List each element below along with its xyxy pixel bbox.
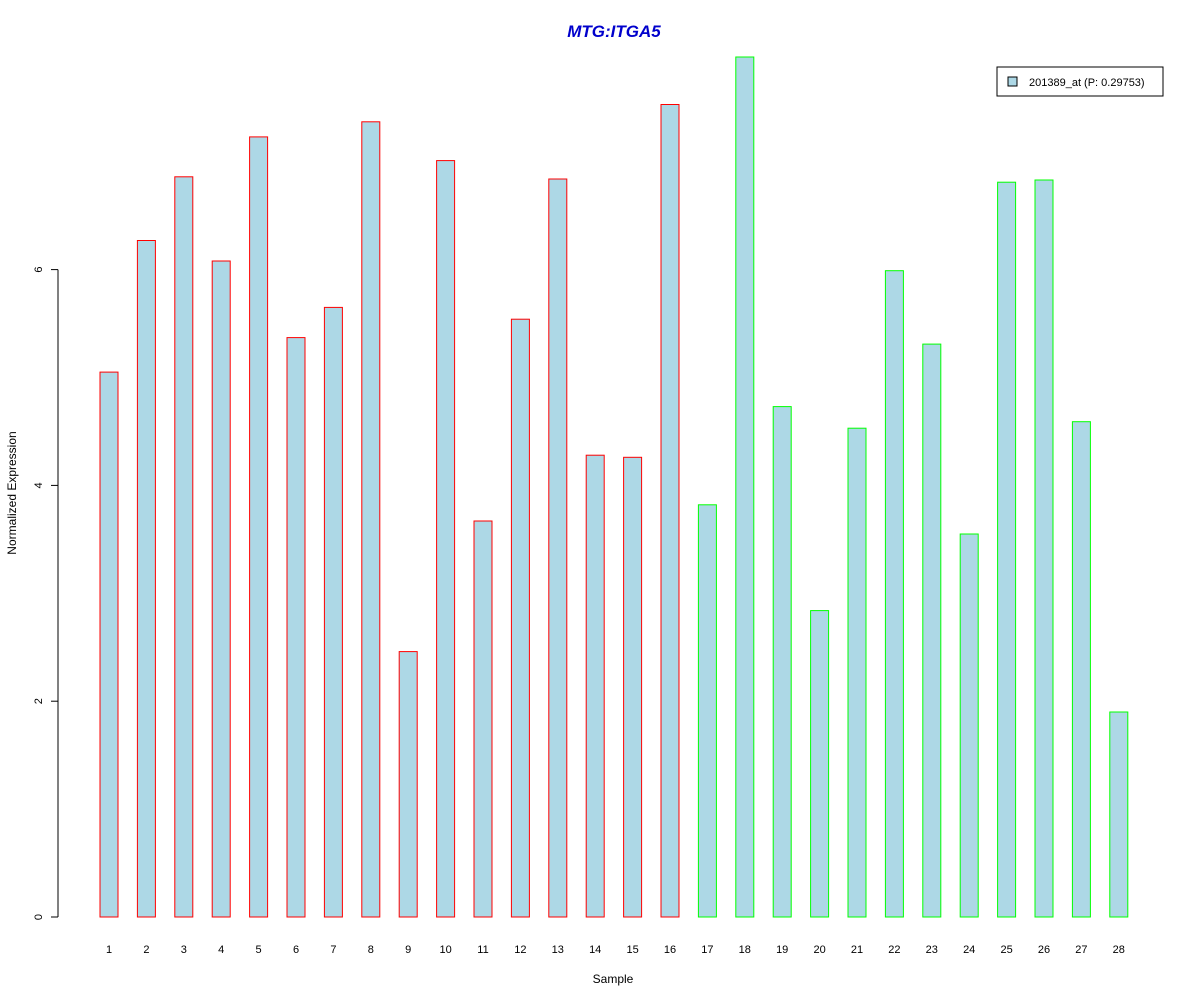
x-tick-label: 22: [888, 944, 900, 956]
bar-sample-2: [136, 240, 156, 918]
x-tick-label: 2: [143, 944, 149, 956]
bar-sample-9: [398, 651, 418, 918]
y-tick-label: 4: [33, 482, 45, 488]
y-tick-label: 6: [33, 267, 45, 273]
x-tick-label: 5: [256, 944, 262, 956]
bar-sample-14: [585, 454, 605, 918]
bar-sample-21: [847, 427, 867, 918]
bar-sample-8: [361, 121, 381, 918]
legend-box: [996, 66, 1164, 97]
bar-sample-3: [174, 176, 194, 918]
bar-sample-7: [323, 306, 343, 918]
bar-sample-6: [286, 337, 306, 918]
x-tick-label: 23: [926, 944, 938, 956]
bar-sample-5: [249, 136, 269, 918]
bar-sample-25: [997, 181, 1017, 918]
x-tick-label: 10: [439, 944, 451, 956]
legend: 201389_at (P: 0.29753): [996, 66, 1164, 97]
y-tick-label: 2: [33, 698, 45, 704]
y-axis: 0 2 4 6: [33, 267, 59, 920]
bar-sample-22: [884, 270, 904, 918]
bar-sample-16: [660, 104, 680, 918]
bar-sample-12: [510, 318, 530, 918]
x-tick-label: 26: [1038, 944, 1050, 956]
x-axis-title: Sample: [593, 972, 634, 986]
bar-sample-17: [697, 504, 717, 918]
x-tick-label: 12: [514, 944, 526, 956]
bar-sample-19: [772, 406, 792, 918]
x-tick-label: 9: [405, 944, 411, 956]
bar-sample-23: [922, 343, 942, 918]
bar-sample-4: [211, 260, 231, 918]
y-axis-title: Normalized Expression: [5, 431, 19, 554]
x-tick-label: 19: [776, 944, 788, 956]
x-tick-label: 25: [1000, 944, 1012, 956]
bar-sample-10: [436, 160, 456, 918]
x-tick-label: 16: [664, 944, 676, 956]
x-tick-label: 7: [330, 944, 336, 956]
x-tick-label: 21: [851, 944, 863, 956]
x-tick-label: 11: [477, 944, 488, 956]
x-tick-label: 13: [552, 944, 564, 956]
bar-sample-20: [810, 610, 830, 918]
x-tick-label: 18: [739, 944, 751, 956]
bar-sample-15: [623, 456, 643, 918]
bar-sample-27: [1071, 421, 1091, 918]
bar-sample-24: [959, 533, 979, 918]
x-tick-label: 4: [218, 944, 224, 956]
x-tick-label: 28: [1113, 944, 1125, 956]
x-tick-label: 14: [589, 944, 601, 956]
x-tick-label: 3: [181, 944, 187, 956]
x-tick-label: 24: [963, 944, 975, 956]
x-tick-label: 1: [106, 944, 112, 956]
x-tick-label: 8: [368, 944, 374, 956]
bar-sample-28: [1109, 711, 1129, 918]
x-tick-label: 27: [1075, 944, 1087, 956]
x-tick-label: 17: [701, 944, 713, 956]
bars-layer: [99, 56, 1129, 918]
bar-sample-1: [99, 371, 119, 918]
chart-title: MTG:ITGA5: [567, 22, 661, 41]
bar-sample-18: [735, 56, 755, 918]
legend-label: 201389_at (P: 0.29753): [1029, 77, 1145, 89]
bar-sample-11: [473, 520, 493, 918]
x-tick-label: 20: [813, 944, 825, 956]
bar-sample-26: [1034, 179, 1054, 918]
bar-sample-13: [548, 178, 568, 918]
x-tick-labels: 1 2 3 4 5 6 7 8 9 10 11 12 13 14 15 16 17 18 19 20 21 22 23 24 2…: [106, 944, 1125, 956]
legend-swatch: [1007, 76, 1018, 87]
x-tick-label: 15: [626, 944, 638, 956]
x-tick-label: 6: [293, 944, 299, 956]
y-tick-label: 0: [33, 914, 45, 920]
